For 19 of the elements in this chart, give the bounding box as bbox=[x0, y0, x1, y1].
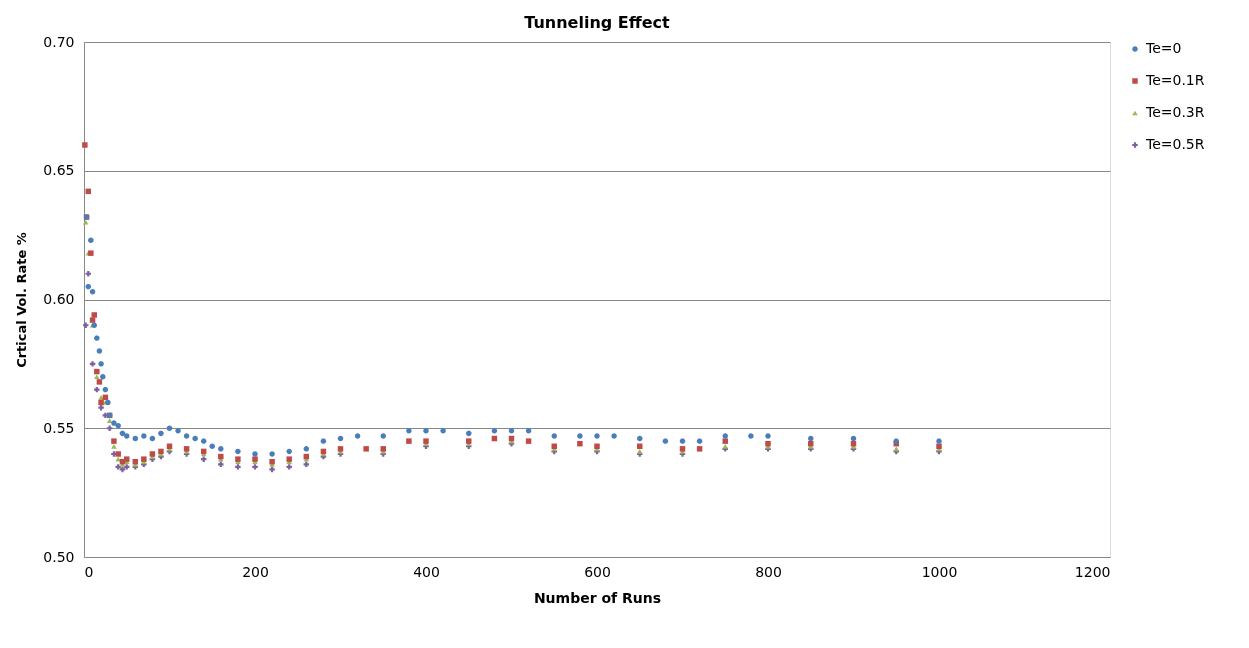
x-tick-label: 800 bbox=[755, 563, 782, 580]
x-tick-label: 1000 bbox=[921, 563, 958, 580]
x-axis-title: Number of Runs bbox=[533, 589, 662, 606]
y-axis-title: Crtical Vol. Rate % bbox=[14, 232, 30, 368]
x-tick-label: 600 bbox=[584, 563, 611, 580]
legend-label: Te=0.5R bbox=[1145, 136, 1205, 152]
y-tick-label: 0.60 bbox=[43, 291, 75, 307]
legend-label: Te=0 bbox=[1145, 40, 1182, 56]
legend-label: Te=0.3R bbox=[1145, 104, 1205, 120]
y-tick-label: 0.55 bbox=[43, 419, 75, 436]
x-tick-label: 1200 bbox=[1074, 563, 1111, 580]
y-tick-label: 0.50 bbox=[43, 548, 75, 565]
legend-label: Te=0.1R bbox=[1145, 72, 1205, 88]
x-tick-label: 400 bbox=[413, 563, 440, 580]
y-tick-label: 0.65 bbox=[43, 162, 75, 179]
chart-title: Tunneling Effect bbox=[524, 13, 671, 32]
x-tick-label: 0 bbox=[84, 563, 94, 580]
x-tick-label: 200 bbox=[242, 563, 269, 580]
y-tick-label: 0.70 bbox=[43, 33, 75, 50]
